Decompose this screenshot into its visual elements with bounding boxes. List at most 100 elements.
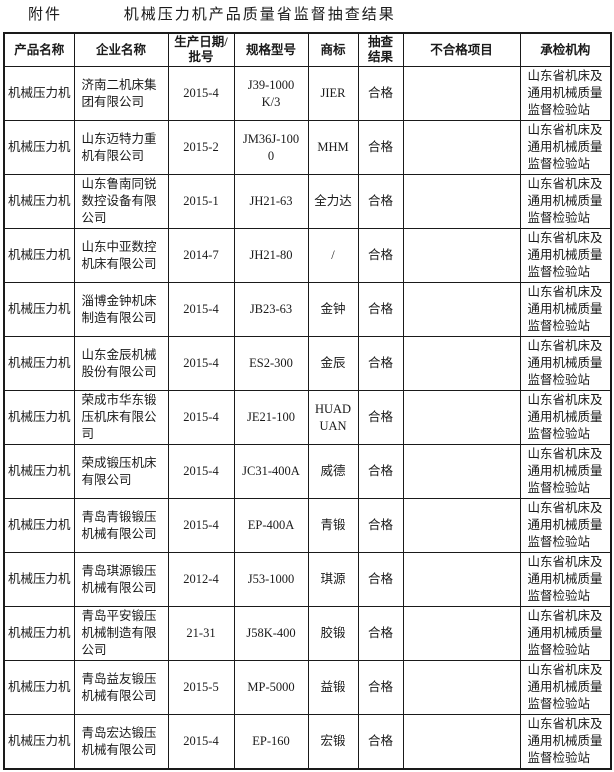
- table-row: 机械压力机 荣成市华东锻压机床有限公司 2015-4 JE21-100 HUADUAN 合…: [3, 390, 612, 445]
- cell-date: 2012-4: [167, 552, 235, 607]
- column-header-company: 企业名称: [73, 32, 169, 67]
- cell-brand: MHM: [307, 120, 359, 175]
- column-header-brand: 商标: [307, 32, 359, 67]
- cell-agency: 山东省机床及通用机械质量监督检验站: [519, 390, 612, 445]
- table-row: 机械压力机 山东金辰机械股份有限公司 2015-4 ES2-300 金辰 合格 山东省机床及…: [3, 336, 612, 391]
- cell-result: 合格: [357, 498, 404, 553]
- table-header-row: 产品名称 企业名称 生产日期/批号 规格型号 商标 抽查结果 不合格项目 承检机构: [3, 32, 612, 67]
- cell-company: 济南二机床集团有限公司: [73, 66, 169, 121]
- cell-product: 机械压力机: [3, 66, 75, 121]
- cell-product: 机械压力机: [3, 174, 75, 229]
- cell-product: 机械压力机: [3, 552, 75, 607]
- table-row: 机械压力机 济南二机床集团有限公司 2015-4 J39-1000K/3 JIER 合格 山…: [3, 66, 612, 121]
- cell-company: 山东金辰机械股份有限公司: [73, 336, 169, 391]
- cell-agency: 山东省机床及通用机械质量监督检验站: [519, 336, 612, 391]
- column-header-agency: 承检机构: [519, 32, 612, 67]
- cell-date: 2015-1: [167, 174, 235, 229]
- cell-defects: [402, 660, 521, 715]
- cell-brand: HUADUAN: [307, 390, 359, 445]
- cell-company: 青岛青锻锻压机械有限公司: [73, 498, 169, 553]
- cell-date: 2015-4: [167, 390, 235, 445]
- cell-model: JM36J-1000: [233, 120, 309, 175]
- cell-date: 2015-4: [167, 444, 235, 499]
- cell-company: 山东鲁南同锐数控设备有限公司: [73, 174, 169, 229]
- cell-product: 机械压力机: [3, 444, 75, 499]
- cell-brand: 琪源: [307, 552, 359, 607]
- cell-result: 合格: [357, 444, 404, 499]
- cell-agency: 山东省机床及通用机械质量监督检验站: [519, 606, 612, 661]
- cell-date: 2015-4: [167, 498, 235, 553]
- cell-defects: [402, 606, 521, 661]
- cell-defects: [402, 66, 521, 121]
- cell-date: 2015-4: [167, 714, 235, 770]
- cell-model: JC31-400A: [233, 444, 309, 499]
- cell-model: JE21-100: [233, 390, 309, 445]
- cell-result: 合格: [357, 66, 404, 121]
- cell-brand: 威德: [307, 444, 359, 499]
- cell-result: 合格: [357, 606, 404, 661]
- column-header-product: 产品名称: [3, 32, 75, 67]
- cell-date: 2014-7: [167, 228, 235, 283]
- cell-defects: [402, 336, 521, 391]
- cell-date: 2015-2: [167, 120, 235, 175]
- table-row: 机械压力机 山东迈特力重机有限公司 2015-2 JM36J-1000 MHM 合格 山东省…: [3, 120, 612, 175]
- cell-result: 合格: [357, 120, 404, 175]
- column-header-result: 抽查结果: [357, 32, 404, 67]
- cell-product: 机械压力机: [3, 120, 75, 175]
- cell-company: 淄博金钟机床制造有限公司: [73, 282, 169, 337]
- cell-product: 机械压力机: [3, 282, 75, 337]
- cell-defects: [402, 228, 521, 283]
- cell-model: ES2-300: [233, 336, 309, 391]
- cell-company: 青岛琪源锻压机械有限公司: [73, 552, 169, 607]
- table-row: 机械压力机 青岛宏达锻压机械有限公司 2015-4 EP-160 宏锻 合格 山东省机床及通…: [3, 714, 612, 770]
- cell-defects: [402, 552, 521, 607]
- cell-agency: 山东省机床及通用机械质量监督检验站: [519, 174, 612, 229]
- cell-model: J58K-400: [233, 606, 309, 661]
- cell-company: 青岛宏达锻压机械有限公司: [73, 714, 169, 770]
- table-row: 机械压力机 山东鲁南同锐数控设备有限公司 2015-1 JH21-63 全力达 合格 山东省…: [3, 174, 612, 229]
- table-row: 机械压力机 青岛平安锻压机械制造有限公司 21-31 J58K-400 胶锻 合格 山东省机…: [3, 606, 612, 661]
- cell-date: 2015-4: [167, 336, 235, 391]
- table-row: 机械压力机 青岛琪源锻压机械有限公司 2012-4 J53-1000 琪源 合格 山东省机床…: [3, 552, 612, 607]
- cell-agency: 山东省机床及通用机械质量监督检验站: [519, 552, 612, 607]
- cell-model: EP-160: [233, 714, 309, 770]
- document-header: 附件 机械压力机产品质量省监督抽查结果: [0, 0, 614, 32]
- cell-brand: 益锻: [307, 660, 359, 715]
- cell-company: 青岛平安锻压机械制造有限公司: [73, 606, 169, 661]
- cell-company: 山东中亚数控机床有限公司: [73, 228, 169, 283]
- cell-brand: 金辰: [307, 336, 359, 391]
- cell-defects: [402, 174, 521, 229]
- cell-date: 2015-4: [167, 66, 235, 121]
- cell-model: MP-5000: [233, 660, 309, 715]
- cell-defects: [402, 282, 521, 337]
- cell-model: EP-400A: [233, 498, 309, 553]
- cell-model: J53-1000: [233, 552, 309, 607]
- cell-company: 山东迈特力重机有限公司: [73, 120, 169, 175]
- cell-agency: 山东省机床及通用机械质量监督检验站: [519, 660, 612, 715]
- cell-agency: 山东省机床及通用机械质量监督检验站: [519, 714, 612, 770]
- cell-date: 2015-5: [167, 660, 235, 715]
- cell-agency: 山东省机床及通用机械质量监督检验站: [519, 120, 612, 175]
- cell-product: 机械压力机: [3, 498, 75, 553]
- cell-model: JH21-63: [233, 174, 309, 229]
- cell-brand: 胶锻: [307, 606, 359, 661]
- table-row: 机械压力机 荣成锻压机床有限公司 2015-4 JC31-400A 威德 合格 山东省机床及…: [3, 444, 612, 499]
- cell-result: 合格: [357, 390, 404, 445]
- cell-company: 荣成市华东锻压机床有限公司: [73, 390, 169, 445]
- cell-brand: 宏锻: [307, 714, 359, 770]
- cell-defects: [402, 120, 521, 175]
- cell-agency: 山东省机床及通用机械质量监督检验站: [519, 282, 612, 337]
- cell-company: 荣成锻压机床有限公司: [73, 444, 169, 499]
- cell-brand: 全力达: [307, 174, 359, 229]
- cell-product: 机械压力机: [3, 390, 75, 445]
- cell-defects: [402, 390, 521, 445]
- cell-result: 合格: [357, 552, 404, 607]
- column-header-model: 规格型号: [233, 32, 309, 67]
- table-row: 机械压力机 淄博金钟机床制造有限公司 2015-4 JB23-63 金钟 合格 山东省机床及…: [3, 282, 612, 337]
- cell-product: 机械压力机: [3, 336, 75, 391]
- cell-brand: JIER: [307, 66, 359, 121]
- cell-date: 2015-4: [167, 282, 235, 337]
- cell-agency: 山东省机床及通用机械质量监督检验站: [519, 228, 612, 283]
- cell-product: 机械压力机: [3, 606, 75, 661]
- column-header-date: 生产日期/批号: [167, 32, 235, 67]
